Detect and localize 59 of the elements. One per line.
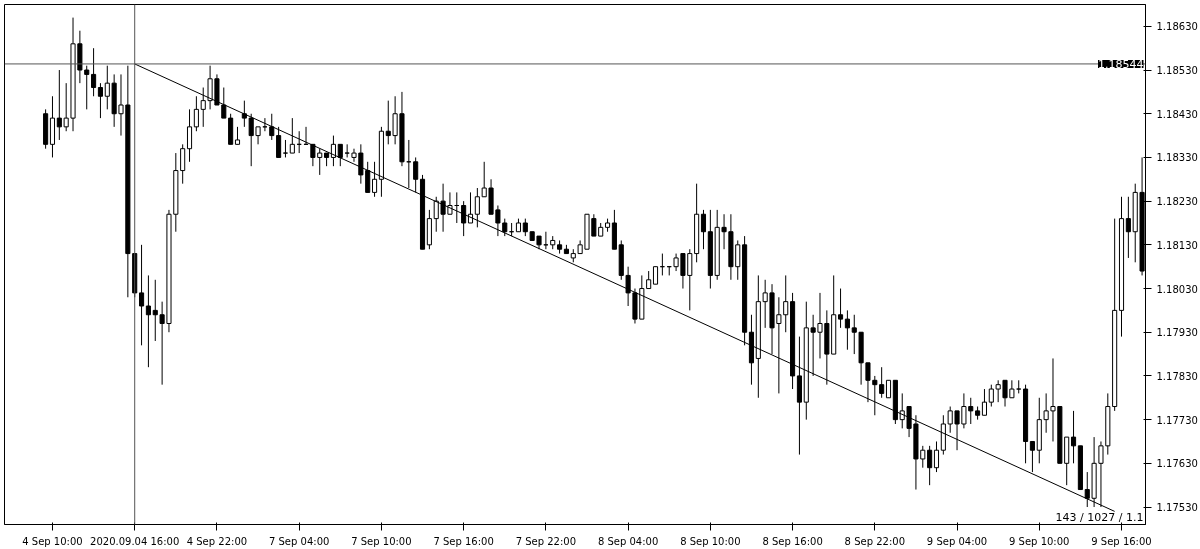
y-tick-label: 1.18030 xyxy=(1156,283,1198,295)
candlestick xyxy=(865,362,871,403)
x-tick-label: 8 Sep 22:00 xyxy=(844,535,906,547)
x-tick-label: 9 Sep 10:00 xyxy=(1009,535,1070,547)
y-tick-label: 1.17530 xyxy=(1156,502,1198,514)
candlestick xyxy=(97,82,103,119)
candlestick xyxy=(413,156,419,193)
y-tick-label: 1.18430 xyxy=(1156,108,1198,120)
y-tick-label: 1.18530 xyxy=(1156,65,1198,77)
candlestick xyxy=(289,117,295,154)
y-tick-label: 1.17830 xyxy=(1156,370,1198,382)
candlestick xyxy=(139,244,145,346)
candlestick xyxy=(84,65,90,110)
candlestick xyxy=(372,161,378,198)
candlestick xyxy=(981,388,988,416)
candlestick xyxy=(933,440,940,473)
y-tick-label: 1.18330 xyxy=(1156,152,1198,164)
candlestick xyxy=(180,143,186,185)
candlestick xyxy=(276,126,282,158)
candlestick xyxy=(152,279,158,342)
x-tick-label: 8 Sep 10:00 xyxy=(680,535,741,547)
candlestick xyxy=(186,108,193,163)
x-tick-label: 7 Sep 16:00 xyxy=(433,535,494,547)
candlestick xyxy=(221,87,227,119)
y-tick-label: 1.18630 xyxy=(1156,21,1198,33)
x-tick-label: 7 Sep 22:00 xyxy=(515,535,577,547)
candlestick xyxy=(1125,196,1131,259)
candlestick xyxy=(269,113,275,141)
candlestick xyxy=(145,274,151,368)
candlestick xyxy=(461,200,467,237)
y-tick-label: 1.17630 xyxy=(1156,458,1198,470)
candlestick xyxy=(783,274,789,333)
y-tick-label: 1.18230 xyxy=(1156,196,1198,208)
candlestick xyxy=(837,288,844,329)
candlestick xyxy=(262,117,268,132)
x-tick-label: 8 Sep 16:00 xyxy=(762,535,823,547)
x-tick-label: 7 Sep 04:00 xyxy=(268,535,330,547)
x-tick-label: 7 Sep 10:00 xyxy=(351,535,412,547)
y-tick-label: 1.17730 xyxy=(1156,414,1198,426)
candlestick xyxy=(91,47,97,97)
candlestick xyxy=(337,143,343,167)
y-tick-label: 1.18130 xyxy=(1156,239,1198,251)
candlestick xyxy=(988,384,994,408)
annotation: 143 / 1027 / 1.1 xyxy=(1055,510,1144,524)
x-tick-label: 9 Sep 16:00 xyxy=(1091,535,1152,547)
y-tick-label: 1.17930 xyxy=(1156,327,1198,339)
candlestick xyxy=(1029,440,1035,473)
candlestick xyxy=(927,445,933,486)
candlestick xyxy=(844,309,850,351)
x-tick-label: 4 Sep 22:00 xyxy=(186,535,248,547)
candlestick xyxy=(193,95,199,132)
candlestick xyxy=(1070,410,1077,464)
candlestick xyxy=(700,209,707,250)
x-tick-label: 8 Sep 04:00 xyxy=(597,535,659,547)
candlestick xyxy=(344,143,350,158)
x-tick-label: 4 Sep 10:00 xyxy=(22,535,83,547)
x-tick-label: 2020.09.04 16:00 xyxy=(90,535,180,547)
x-tick-label: 9 Sep 04:00 xyxy=(926,535,988,547)
ref-line-label: 1.18544 xyxy=(1098,57,1144,71)
